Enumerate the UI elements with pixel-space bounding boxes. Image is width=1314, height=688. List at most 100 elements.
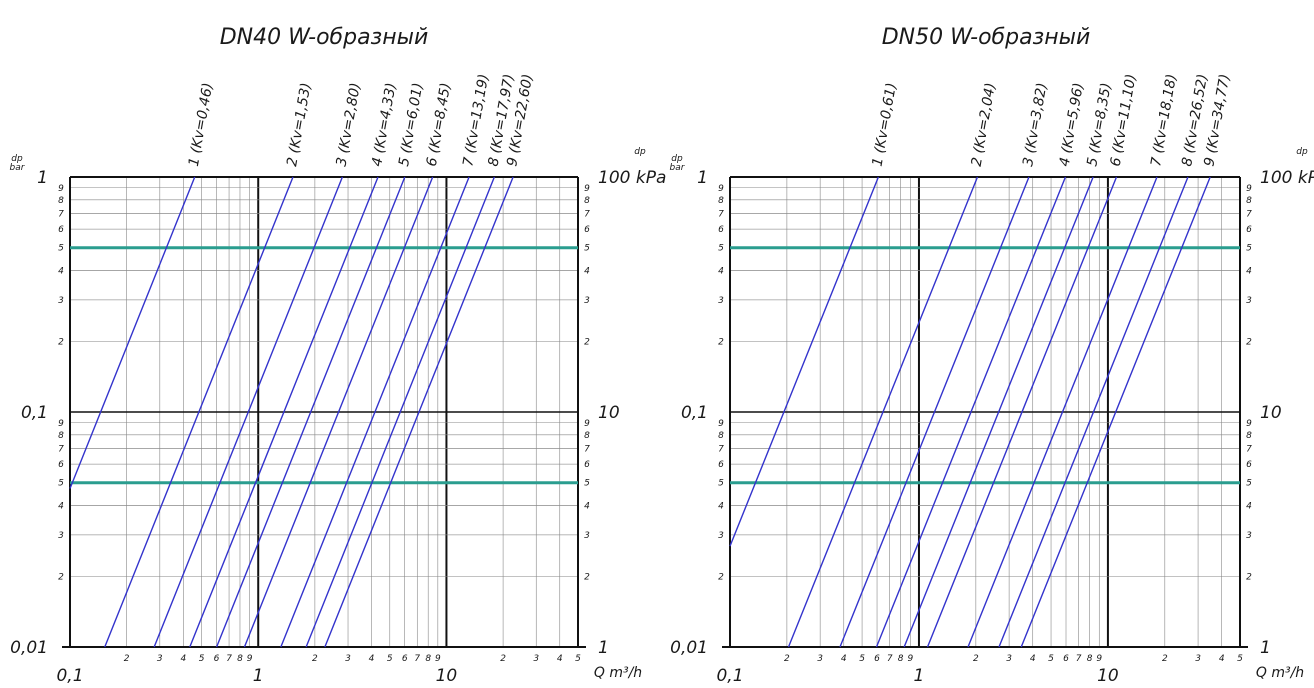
y-minor-tick-label: 9 <box>718 419 724 429</box>
y-minor-tick-label: 2 <box>1246 337 1252 347</box>
x-minor-tick-label: 5 <box>575 654 581 664</box>
x-minor-tick-label: 2 <box>1162 654 1168 664</box>
y-minor-tick-label: 6 <box>1246 225 1252 235</box>
x-minor-tick-label: 3 <box>345 654 351 664</box>
y-minor-tick-label: 5 <box>584 244 590 254</box>
y-minor-tick-label: 6 <box>718 460 724 470</box>
y-minor-tick-label: 3 <box>58 296 64 306</box>
series-label: 2 (Kv=1,53) <box>284 82 314 168</box>
y-right-tick-label: 10 <box>598 403 620 423</box>
series-label: 1 (Kv=0,46) <box>186 82 216 168</box>
series-label: 4 (Kv=5,96) <box>1057 82 1087 168</box>
kv-curve-1 <box>69 176 196 489</box>
x-minor-tick-label: 6 <box>402 654 408 664</box>
y-minor-tick-label: 9 <box>718 184 724 194</box>
kv-curves: 1 (Kv=0,61) 2 (Kv=2,04) 3 (Kv=3,82) 4 (Kv=5… <box>729 73 1233 648</box>
y-minor-tick-label: 7 <box>58 209 64 219</box>
x-minor-tick-label: 7 <box>887 654 893 664</box>
y-minor-tick-label: 8 <box>718 196 724 206</box>
x-minor-tick-label: 8 <box>1087 654 1093 664</box>
y-minor-tick-label: 2 <box>584 337 590 347</box>
y-minor-tick-label: 6 <box>1246 460 1252 470</box>
x-minor-tick-label: 8 <box>425 654 431 664</box>
x-minor-tick-label: 4 <box>1030 654 1036 664</box>
y-minor-tick-label: 3 <box>584 531 590 541</box>
y-minor-tick-label: 3 <box>1246 296 1252 306</box>
y-minor-tick-label: 2 <box>58 337 64 347</box>
series-label: 5 (Kv=6,01) <box>396 82 426 168</box>
y-left-unit: dp <box>11 154 23 164</box>
chart-title: DN40 W-образный <box>220 25 429 50</box>
y-right-tick-label: 10 <box>1260 403 1282 423</box>
y-minor-tick-label: 8 <box>58 431 64 441</box>
x-minor-tick-label: 9 <box>247 654 253 664</box>
y-minor-tick-label: 4 <box>718 267 724 277</box>
y-minor-tick-label: 8 <box>1246 196 1252 206</box>
y-left-tick-label: 1 <box>697 168 708 188</box>
y-minor-tick-label: 9 <box>584 184 590 194</box>
y-minor-tick-label: 7 <box>718 444 724 454</box>
x-minor-tick-label: 3 <box>157 654 163 664</box>
x-minor-tick-label: 7 <box>226 654 232 664</box>
x-minor-tick-label: 4 <box>557 654 563 664</box>
y-left-tick-label: 0,01 <box>670 638 708 658</box>
y-left-unit: dp <box>671 154 683 164</box>
x-minor-tick-label: 2 <box>312 654 318 664</box>
x-minor-tick-label: 9 <box>435 654 441 664</box>
x-minor-tick-label: 8 <box>237 654 243 664</box>
x-tick-label: 0,1 <box>716 666 743 686</box>
y-minor-tick-label: 8 <box>1246 431 1252 441</box>
kv-curve-6 <box>926 176 1118 648</box>
x-minor-tick-label: 6 <box>1063 654 1069 664</box>
series-label: 3 (Kv=3,82) <box>1020 82 1050 168</box>
y-minor-tick-label: 5 <box>718 479 724 489</box>
y-minor-tick-label: 3 <box>58 531 64 541</box>
x-minor-tick-label: 2 <box>973 654 979 664</box>
kv-curve-4 <box>189 176 379 648</box>
y-minor-tick-label: 3 <box>718 531 724 541</box>
kv-curve-5 <box>215 176 406 648</box>
y-right-tick-label: 100 kPa <box>1260 168 1314 188</box>
x-minor-tick-label: 2 <box>784 654 790 664</box>
kv-curve-5 <box>903 176 1094 648</box>
chart-title: DN50 W-образный <box>882 25 1091 50</box>
x-tick-label: 0,1 <box>56 666 83 686</box>
y-minor-tick-label: 5 <box>58 244 64 254</box>
x-minor-tick-label: 2 <box>124 654 130 664</box>
y-minor-tick-label: 4 <box>584 267 590 277</box>
x-minor-tick-label: 4 <box>369 654 375 664</box>
y-minor-tick-label: 8 <box>584 431 590 441</box>
y-minor-tick-label: 2 <box>718 337 724 347</box>
y-minor-tick-label: 7 <box>584 444 590 454</box>
y-minor-tick-label: 6 <box>58 225 64 235</box>
y-grid <box>70 187 578 648</box>
kv-curve-6 <box>243 176 434 648</box>
kv-curve-4 <box>875 176 1067 648</box>
series-label: 2 (Kv=2,04) <box>969 82 999 168</box>
kv-curve-2 <box>787 176 979 648</box>
kv-curve-8 <box>305 176 496 648</box>
y-minor-tick-label: 5 <box>1246 479 1252 489</box>
series-label: 6 (Kv=8,45) <box>424 82 454 168</box>
series-label: 1 (Kv=0,61) <box>870 82 900 168</box>
y-minor-tick-label: 4 <box>1246 502 1252 512</box>
x-minor-tick-label: 7 <box>1076 654 1082 664</box>
y-minor-tick-label: 2 <box>584 572 590 582</box>
kv-curve-1 <box>729 176 880 547</box>
y-minor-tick-label: 8 <box>718 431 724 441</box>
x-unit: Q m³/h <box>1256 665 1304 681</box>
x-minor-tick-label: 3 <box>1006 654 1012 664</box>
y-left-unit: bar <box>10 163 26 173</box>
x-minor-tick-label: 7 <box>414 654 420 664</box>
x-minor-tick-label: 6 <box>874 654 880 664</box>
y-minor-tick-labels: 2 2 3 3 4 4 5 5 6 6 7 7 8 8 9 9 2 2 3 3 4 4 5 5 6 6 7 7 8 8 9 9 <box>718 184 1252 583</box>
y-right-tick-label: 1 <box>598 638 609 658</box>
y-minor-tick-label: 6 <box>718 225 724 235</box>
y-minor-tick-label: 4 <box>58 267 64 277</box>
x-minor-tick-label: 3 <box>533 654 539 664</box>
kv-curve-7 <box>967 176 1158 648</box>
x-tick-label: 10 <box>436 666 458 686</box>
